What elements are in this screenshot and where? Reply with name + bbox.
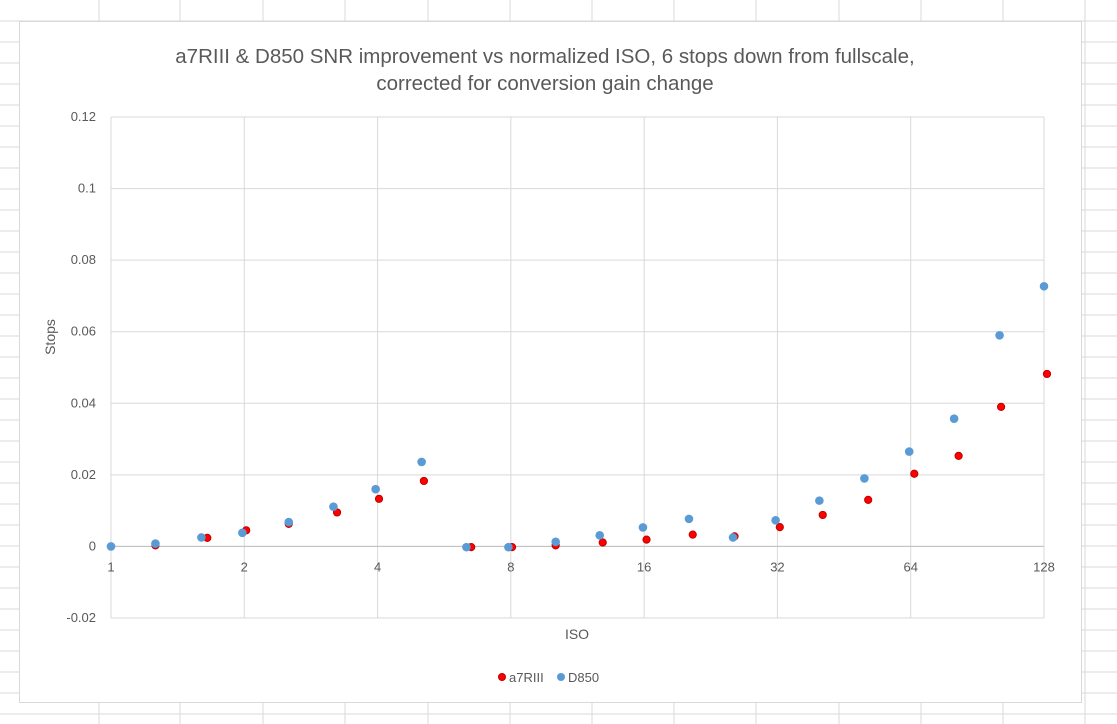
data-point — [954, 451, 963, 460]
y-tick-label: -0.02 — [66, 610, 96, 625]
y-tick-label: 0.08 — [71, 252, 96, 267]
x-tick-label: 32 — [770, 559, 784, 574]
data-point — [1039, 281, 1049, 291]
data-point — [551, 537, 560, 547]
legend-marker-d850 — [557, 673, 565, 681]
data-point — [151, 539, 160, 548]
data-point — [728, 533, 738, 542]
data-point — [1042, 369, 1052, 379]
x-tick-labels: 1 2 4 8 16 32 64 128 — [107, 559, 1054, 574]
data-point — [106, 542, 116, 551]
y-axis-title: Stops — [42, 319, 58, 355]
data-point — [864, 495, 873, 505]
data-point — [374, 494, 384, 503]
data-point — [417, 457, 426, 467]
x-tick-label: 2 — [241, 559, 248, 574]
y-tick-label: 0.1 — [78, 181, 96, 196]
chart-area[interactable]: a7RIII & D850 SNR improvement vs normali… — [19, 21, 1082, 703]
data-point — [371, 484, 380, 494]
legend: a7RIII D850 — [498, 670, 599, 685]
data-point — [775, 523, 784, 532]
chart-title-line-1: a7RIII & D850 SNR improvement vs normali… — [175, 45, 914, 68]
data-point — [642, 535, 651, 544]
data-point — [904, 447, 914, 456]
data-point — [197, 533, 206, 542]
x-tick-label: 128 — [1033, 559, 1055, 574]
x-tick-label: 1 — [107, 559, 114, 574]
x-tick-label: 64 — [903, 559, 917, 574]
legend-label-a7riii: a7RIII — [509, 670, 544, 685]
y-tick-label: 0.04 — [71, 395, 96, 410]
y-tick-label: 0.02 — [71, 467, 96, 482]
data-point — [910, 469, 919, 478]
data-point — [329, 502, 338, 512]
data-point — [462, 542, 471, 552]
x-tick-label: 4 — [374, 559, 381, 574]
chart-title-line-2: corrected for conversion gain change — [376, 72, 713, 95]
data-point — [504, 542, 513, 552]
data-series — [106, 281, 1052, 552]
data-point — [238, 528, 247, 538]
x-tick-label: 16 — [637, 559, 651, 574]
data-point — [688, 530, 697, 539]
data-point — [996, 402, 1006, 411]
data-point — [419, 476, 429, 486]
series-a7riii — [106, 369, 1052, 552]
data-point — [638, 523, 648, 532]
data-point — [949, 414, 959, 423]
data-point — [815, 496, 824, 505]
data-point — [284, 517, 294, 527]
data-point — [995, 330, 1004, 340]
data-point — [595, 531, 605, 540]
data-point — [598, 538, 607, 547]
series-d850 — [106, 281, 1049, 552]
y-tick-label: 0.06 — [71, 324, 96, 339]
y-tick-label: 0 — [89, 538, 96, 553]
legend-marker-a7riii — [498, 673, 506, 681]
data-point — [818, 510, 827, 520]
y-tick-label: 0.12 — [71, 109, 96, 124]
data-point — [771, 516, 780, 525]
data-point — [684, 514, 694, 524]
x-tick-label: 8 — [507, 559, 514, 574]
y-tick-labels: -0.02 0 0.02 0.04 0.06 0.08 0.1 0.12 — [66, 109, 96, 625]
x-axis-title: ISO — [565, 626, 589, 642]
data-point — [860, 474, 869, 483]
gridlines — [110, 116, 1045, 619]
legend-label-d850: D850 — [568, 670, 599, 685]
scatter-chart: a7RIII & D850 SNR improvement vs normali… — [42, 45, 1055, 685]
